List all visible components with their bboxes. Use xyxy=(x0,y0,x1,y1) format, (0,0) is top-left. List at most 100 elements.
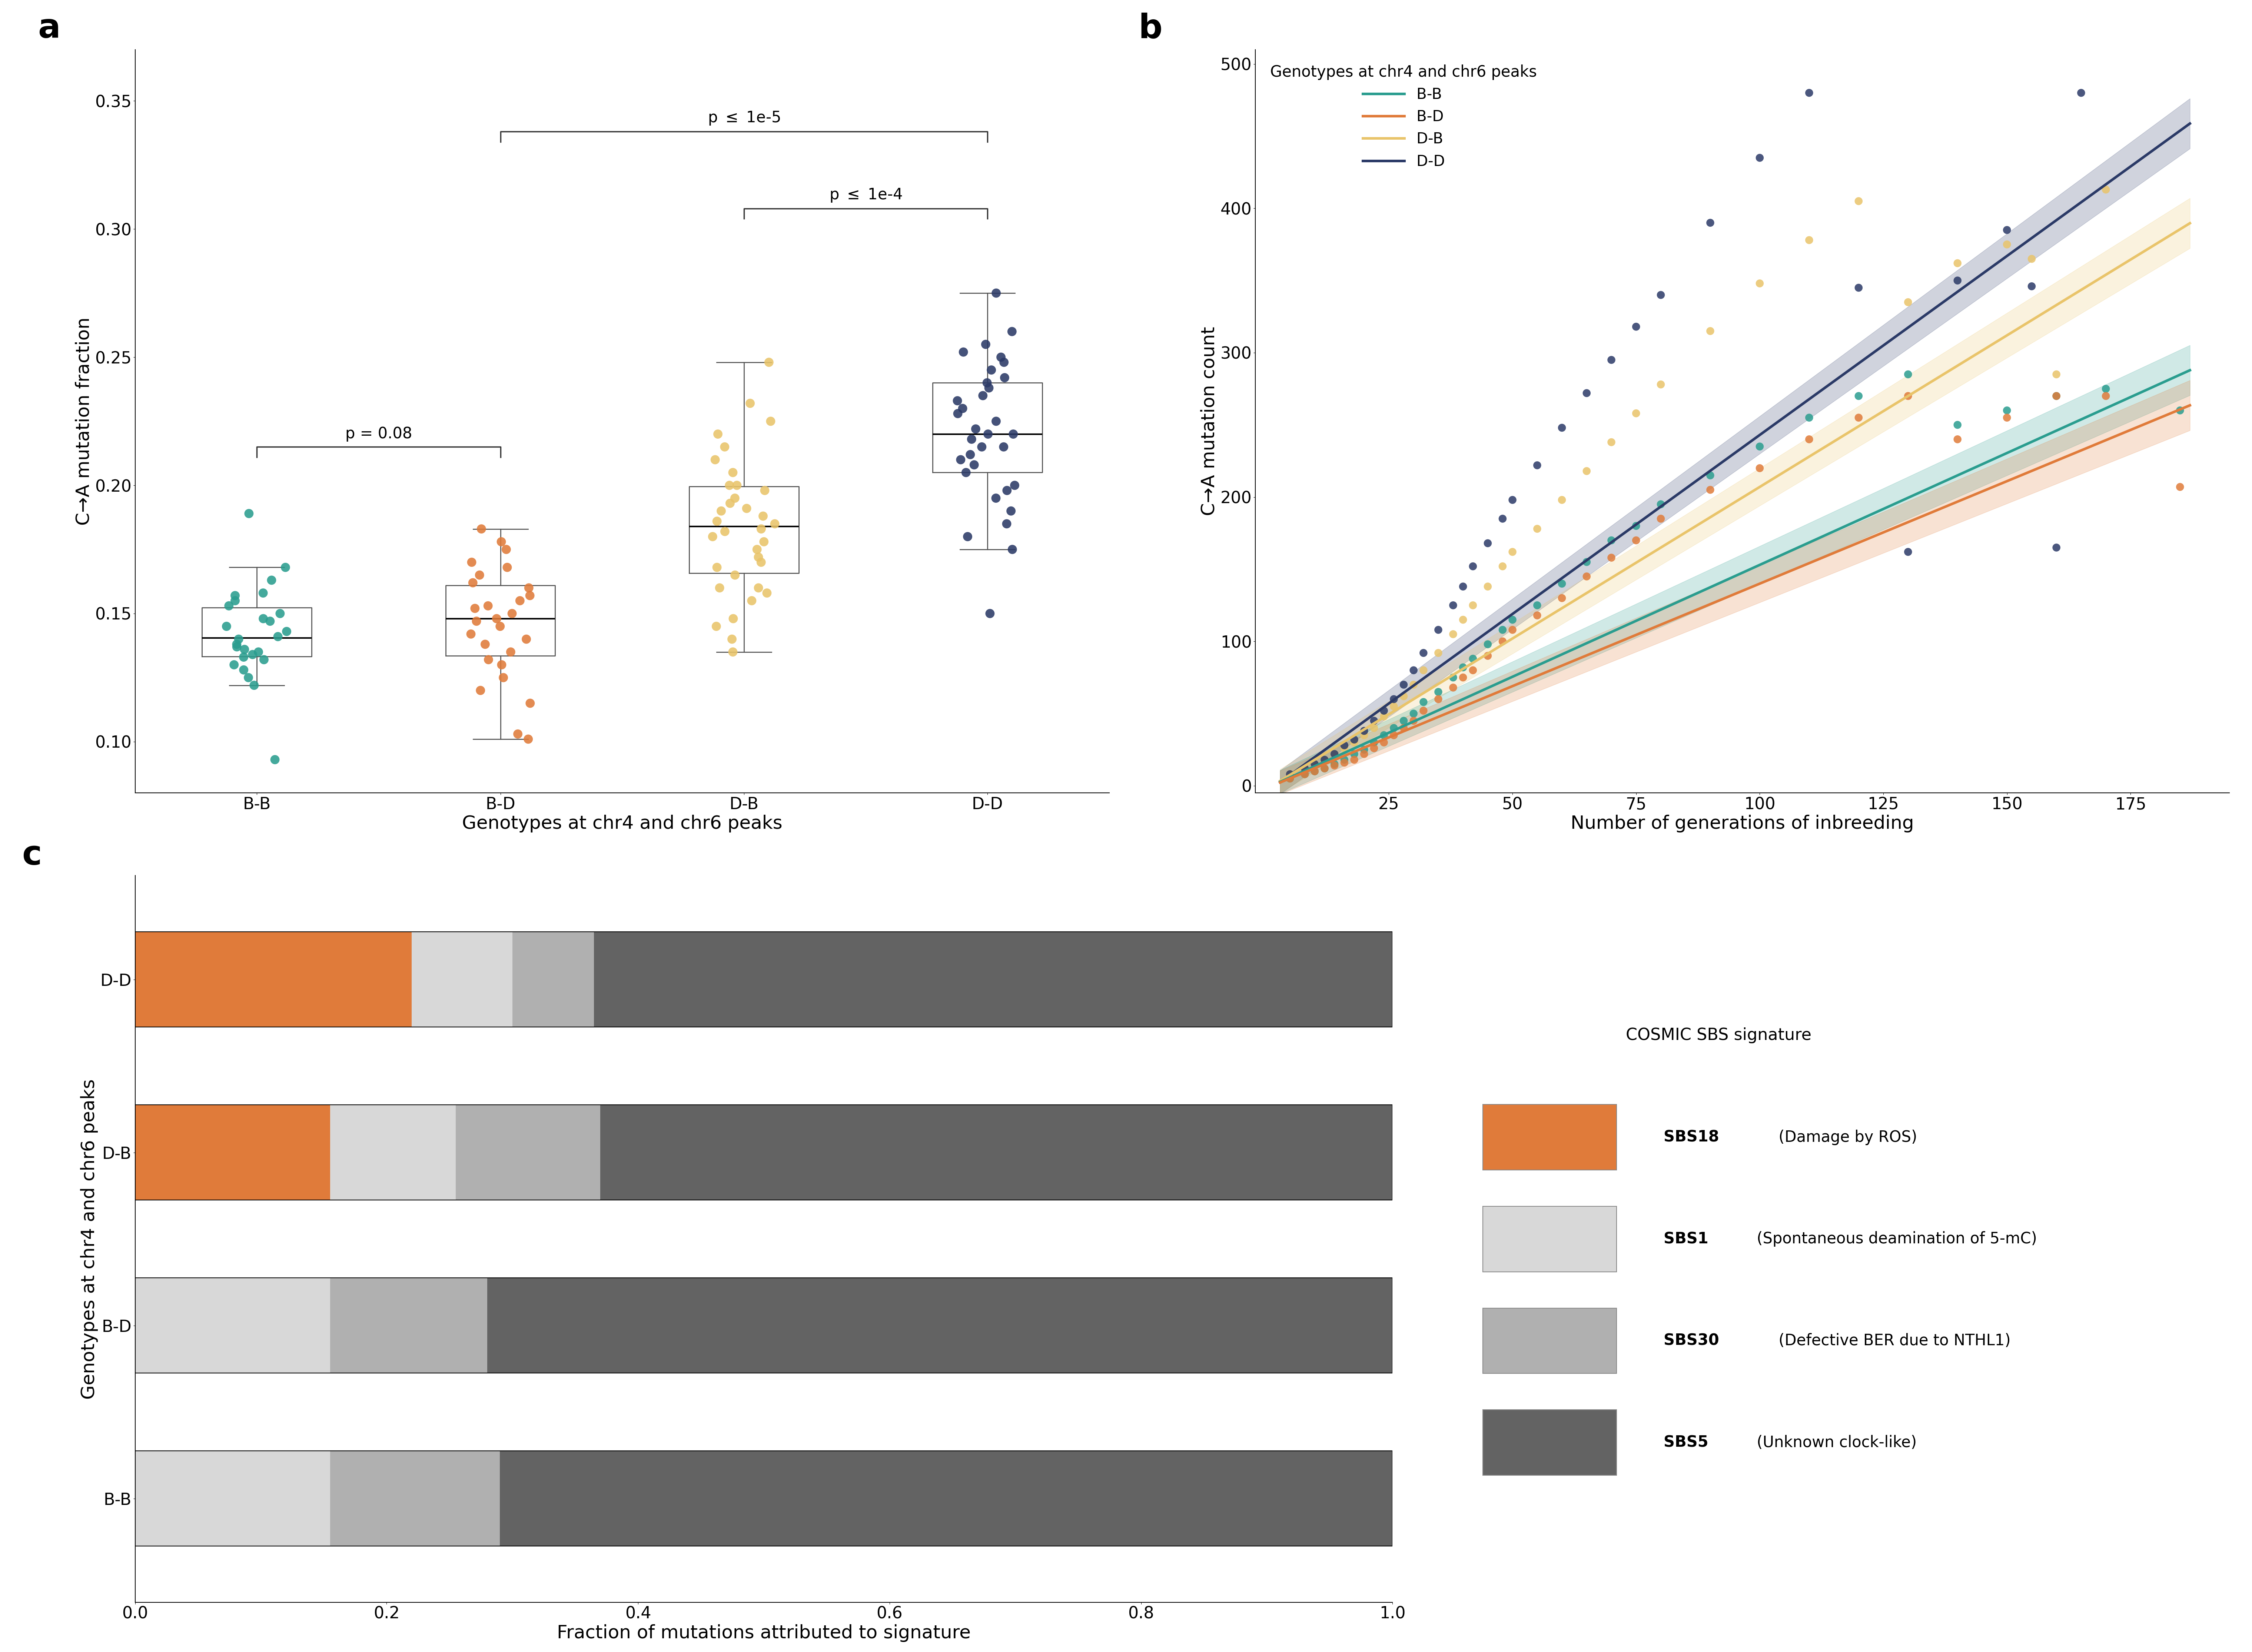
Point xyxy=(2088,383,2124,410)
Point xyxy=(212,593,248,620)
Point xyxy=(459,608,495,634)
Point xyxy=(752,408,788,434)
Bar xyxy=(601,1105,1392,1199)
Point xyxy=(500,720,536,747)
Point xyxy=(745,502,781,529)
Point xyxy=(216,588,252,615)
Point xyxy=(268,618,304,644)
Point xyxy=(1741,454,1777,481)
Legend: B-B, B-D, D-B, D-D: B-B, B-D, D-B, D-D xyxy=(1263,58,1545,177)
Text: a: a xyxy=(38,13,61,45)
Point xyxy=(1484,616,1520,643)
Point xyxy=(245,605,282,631)
Point xyxy=(741,544,777,570)
Point xyxy=(1421,686,1457,712)
Point xyxy=(1570,458,1606,484)
Point xyxy=(1317,740,1353,767)
Point xyxy=(750,349,786,375)
Point xyxy=(1297,752,1333,778)
Point xyxy=(1326,732,1362,758)
Point xyxy=(977,408,1013,434)
X-axis label: Genotypes at chr4 and chr6 peaks: Genotypes at chr4 and chr6 peaks xyxy=(462,814,781,833)
Bar xyxy=(595,932,1392,1028)
Point xyxy=(741,575,777,601)
Text: p = 0.08: p = 0.08 xyxy=(345,426,412,441)
Point xyxy=(1421,639,1457,666)
Point xyxy=(1989,405,2025,431)
FancyBboxPatch shape xyxy=(1482,1105,1617,1170)
Point xyxy=(209,613,245,639)
Point xyxy=(1421,679,1457,705)
Point xyxy=(509,626,545,653)
Point xyxy=(1642,282,1678,309)
Point xyxy=(1286,762,1322,788)
FancyBboxPatch shape xyxy=(1482,1206,1617,1272)
Point xyxy=(948,459,984,486)
Text: (Damage by ROS): (Damage by ROS) xyxy=(1775,1130,1916,1145)
Text: SBS5: SBS5 xyxy=(1664,1434,1709,1450)
Point xyxy=(471,593,507,620)
Point xyxy=(1840,405,1876,431)
Point xyxy=(1691,463,1727,489)
Point xyxy=(1297,752,1333,778)
Point xyxy=(748,477,784,504)
Point xyxy=(743,515,779,542)
Point xyxy=(1455,657,1491,684)
Point xyxy=(245,580,282,606)
Point xyxy=(230,664,266,691)
Point xyxy=(2162,396,2198,423)
Point xyxy=(489,553,525,580)
Point xyxy=(977,279,1013,306)
Point xyxy=(1455,553,1491,580)
Point xyxy=(457,595,493,621)
Point xyxy=(964,382,1000,408)
Point xyxy=(1306,755,1342,781)
Point xyxy=(1272,765,1308,791)
Point xyxy=(1520,603,1556,629)
Point xyxy=(977,486,1013,512)
Point xyxy=(953,426,989,453)
Point xyxy=(511,725,547,752)
Point xyxy=(1594,545,1630,572)
Point xyxy=(484,529,520,555)
Point xyxy=(1691,477,1727,504)
Point xyxy=(1939,249,1975,276)
Point xyxy=(989,510,1025,537)
Point xyxy=(986,365,1022,392)
Point xyxy=(1385,715,1421,742)
FancyBboxPatch shape xyxy=(1482,1308,1617,1373)
Point xyxy=(998,472,1034,499)
Point xyxy=(1790,79,1826,106)
Point xyxy=(716,486,752,512)
Point xyxy=(1594,527,1630,553)
Point xyxy=(939,388,975,415)
Point xyxy=(1570,563,1606,590)
Point xyxy=(1594,430,1630,456)
Point xyxy=(1939,268,1975,294)
Point xyxy=(218,634,254,661)
Bar xyxy=(135,1105,1392,1199)
Point xyxy=(714,459,750,486)
Point xyxy=(1889,362,1925,388)
Point xyxy=(712,472,748,499)
Text: (Unknown clock-like): (Unknown clock-like) xyxy=(1752,1434,1916,1450)
Point xyxy=(511,691,547,717)
Point xyxy=(944,395,980,421)
Point xyxy=(1435,591,1471,618)
Point xyxy=(1619,400,1655,426)
Point xyxy=(1446,573,1482,600)
Point xyxy=(698,613,734,639)
Point xyxy=(484,651,520,677)
Point xyxy=(1446,654,1482,681)
Point xyxy=(1455,591,1491,618)
Point xyxy=(698,446,734,472)
Point xyxy=(1347,717,1383,743)
Point xyxy=(1691,317,1727,344)
Point xyxy=(1619,512,1655,539)
Text: SBS1: SBS1 xyxy=(1664,1231,1709,1247)
Point xyxy=(957,451,993,477)
Point xyxy=(995,421,1031,448)
Point xyxy=(1405,689,1441,715)
Bar xyxy=(135,1450,1392,1546)
Point xyxy=(1495,539,1531,565)
